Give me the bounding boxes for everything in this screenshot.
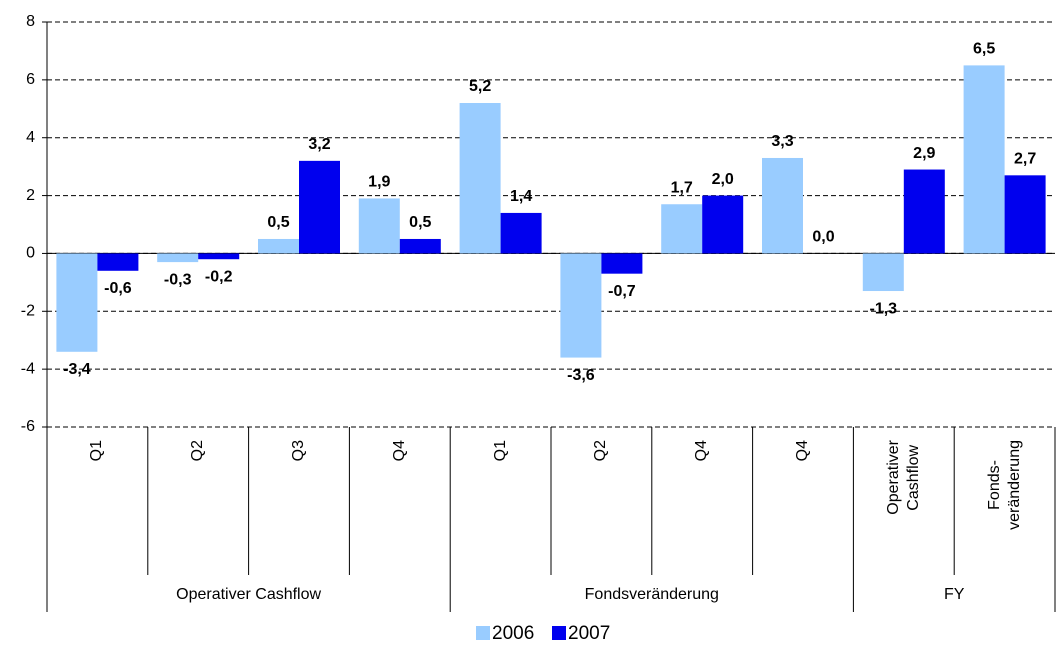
bar <box>56 253 98 352</box>
bar <box>399 238 441 254</box>
bar <box>963 65 1005 254</box>
x-tick-label: Q3 <box>290 440 307 462</box>
data-label: 6,5 <box>973 41 995 58</box>
data-label: 0,5 <box>409 214 431 231</box>
legend-label: 2007 <box>568 623 610 644</box>
data-label: -1,3 <box>870 300 898 317</box>
data-label: 2,0 <box>712 171 734 188</box>
data-label: -3,6 <box>567 367 595 384</box>
data-label: -0,3 <box>164 271 192 288</box>
data-label: -0,2 <box>205 268 233 285</box>
bar <box>258 238 299 254</box>
data-label: 0,0 <box>812 229 834 246</box>
group-label: Operativer Cashflow <box>176 586 322 603</box>
data-label: 1,4 <box>510 188 532 205</box>
legend-swatch <box>476 626 490 640</box>
data-label: 0,5 <box>267 214 289 231</box>
x-tick-label: Q1 <box>491 440 509 462</box>
data-label: 3,2 <box>308 136 330 153</box>
group-label: FY <box>943 586 965 603</box>
x-tick-label: Fonds- veränderung <box>985 440 1023 530</box>
data-label: 3,3 <box>771 133 793 150</box>
bar <box>299 160 340 254</box>
x-tick-label: Q2 <box>592 440 610 462</box>
data-label: 2,9 <box>913 145 935 162</box>
legend-label: 2006 <box>492 623 534 644</box>
bar <box>459 103 501 254</box>
bar <box>702 195 744 254</box>
bar <box>198 253 240 260</box>
x-tick-label: Q1 <box>88 440 106 462</box>
y-tick-label: -4 <box>21 360 35 377</box>
x-tick-label: Operativer Cashflow <box>884 440 922 515</box>
data-label: 1,9 <box>368 174 390 191</box>
data-label: 1,7 <box>671 179 693 196</box>
group-label: Fondsveränderung <box>584 586 719 603</box>
data-label: -0,7 <box>608 283 636 300</box>
y-tick-label: 0 <box>26 245 35 262</box>
bar <box>601 253 643 274</box>
bar <box>903 169 945 254</box>
y-tick-label: 6 <box>26 71 35 88</box>
bar <box>97 253 139 271</box>
data-label: -0,6 <box>104 280 132 297</box>
bar <box>762 157 803 254</box>
x-tick-label: Q4 <box>390 440 408 462</box>
legend-swatch <box>552 626 566 640</box>
data-label: 5,2 <box>469 78 491 95</box>
bar <box>1004 175 1046 254</box>
data-label: -3,4 <box>63 361 91 378</box>
x-tick-label: Q2 <box>189 440 207 462</box>
bar <box>560 253 602 358</box>
y-tick-label: 8 <box>26 13 35 30</box>
y-tick-label: -2 <box>21 303 35 320</box>
y-tick-label: 4 <box>26 129 35 146</box>
bar <box>661 204 703 254</box>
bar <box>862 253 904 292</box>
bar <box>358 198 400 254</box>
y-tick-label: -6 <box>21 418 35 435</box>
data-label: 2,7 <box>1014 151 1036 168</box>
bar <box>500 212 542 254</box>
y-tick-label: 2 <box>26 187 35 204</box>
x-tick-label: Q4 <box>794 440 811 462</box>
bar <box>157 253 199 263</box>
x-tick-label: Q4 <box>693 440 711 462</box>
